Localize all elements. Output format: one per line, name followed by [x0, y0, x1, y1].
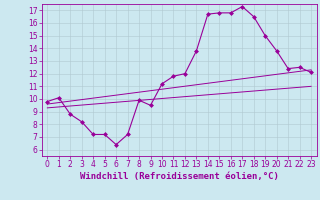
X-axis label: Windchill (Refroidissement éolien,°C): Windchill (Refroidissement éolien,°C): [80, 172, 279, 181]
